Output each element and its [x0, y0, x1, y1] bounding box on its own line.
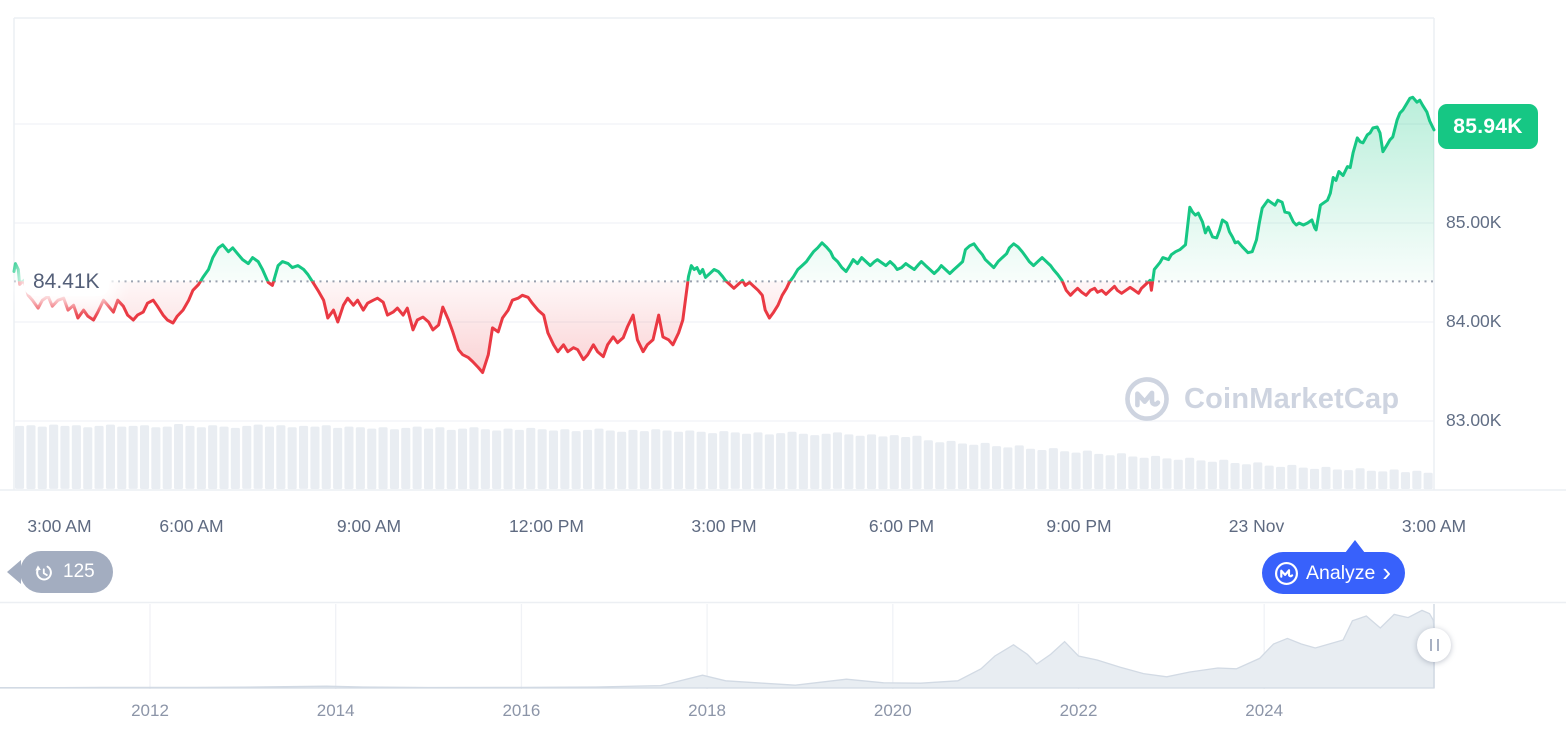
- x-axis-tick-label: 3:00 AM: [27, 516, 92, 536]
- candle-count-badge: 125: [7, 551, 113, 593]
- coinmarketcap-logo-icon: [1124, 376, 1170, 422]
- y-axis-tick-label: 84.00K: [1446, 311, 1502, 331]
- x-axis-tick-label: 6:00 PM: [868, 516, 935, 536]
- handle-grip-bar: [1429, 639, 1432, 651]
- x-axis-tick-label: 9:00 AM: [336, 516, 402, 536]
- history-clock-icon: [32, 561, 55, 584]
- navigator-year-label: 2018: [688, 701, 727, 720]
- x-axis-tick-label: 9:00 PM: [1046, 516, 1112, 536]
- chevron-right-icon: ›: [1382, 556, 1392, 587]
- current-price-badge: 85.94K: [1438, 104, 1538, 149]
- navigator-year-label: 2020: [873, 701, 912, 720]
- navigator-year-label: 2016: [502, 701, 541, 720]
- coinmarketcap-watermark: CoinMarketCap: [1124, 376, 1399, 422]
- navigator-year-label: 2024: [1245, 701, 1284, 720]
- analyze-label: Analyze: [1306, 561, 1376, 584]
- y-axis-tick-label: 83.00K: [1446, 410, 1502, 430]
- analyze-pointer-triangle: [1345, 540, 1365, 553]
- x-axis-tick-label: 12:00 PM: [509, 516, 584, 536]
- candle-count-value: 125: [63, 561, 95, 582]
- x-axis-tick-label: 3:00 PM: [691, 516, 757, 536]
- y-axis-tick-label: 85.00K: [1446, 212, 1502, 232]
- navigator-year-label: 2014: [316, 701, 355, 720]
- timeline-navigator[interactable]: [0, 596, 1566, 696]
- price-chart-plot[interactable]: [0, 0, 1566, 500]
- badge-tail-pointer: [7, 560, 21, 584]
- price-line: [12, 95, 1436, 374]
- coinmarketcap-mark-icon: [1274, 561, 1299, 586]
- navigator-year-label: 2022: [1059, 701, 1098, 720]
- all-time-area: [0, 609, 1435, 689]
- volume-bars: [15, 424, 1433, 490]
- x-axis-tick-label: 23 Nov: [1228, 516, 1285, 536]
- handle-grip-bar: [1436, 639, 1439, 651]
- watermark-text: CoinMarketCap: [1184, 382, 1400, 415]
- navigator-year-label: 2012: [131, 701, 169, 720]
- x-axis-tick-label: 6:00 AM: [159, 516, 224, 536]
- analyze-button[interactable]: Analyze ›: [1262, 540, 1406, 594]
- baseline-price-label: 84.41K: [24, 268, 109, 296]
- navigator-resize-handle[interactable]: [1417, 628, 1451, 662]
- x-axis-tick-label: 3:00 AM: [1401, 516, 1467, 536]
